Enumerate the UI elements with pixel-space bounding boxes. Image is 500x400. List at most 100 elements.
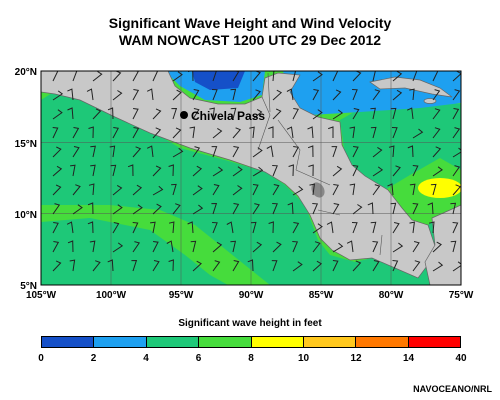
wind-barb: [152, 241, 159, 253]
wind-barb: [150, 221, 156, 234]
wind-barb: [307, 126, 314, 139]
wind-barb: [230, 107, 237, 120]
wind-barb: [107, 259, 114, 272]
wind-barb: [332, 184, 339, 196]
wind-barb: [390, 107, 397, 120]
wind-barb: [272, 184, 280, 196]
wind-barb: [432, 127, 441, 139]
wind-barb: [87, 221, 94, 234]
wind-barb: [152, 71, 159, 82]
wind-barb: [272, 165, 278, 177]
wind-barb: [332, 89, 342, 101]
wind-barb: [152, 127, 162, 139]
wind-barb: [352, 71, 362, 82]
wind-barb: [292, 108, 299, 120]
wind-barb: [52, 146, 62, 158]
wind-barb: [292, 241, 299, 253]
wind-barb: [86, 88, 94, 101]
wind-barb: [112, 222, 120, 234]
wind-barb: [352, 165, 359, 177]
wind-barb: [432, 146, 442, 158]
wind-barb: [309, 183, 315, 196]
wind-barb: [72, 127, 80, 139]
wind-barb: [287, 202, 294, 215]
wind-barb: [132, 222, 139, 234]
wind-barb: [52, 165, 63, 177]
wind-barb: [212, 166, 224, 177]
wind-barb: [411, 71, 418, 82]
wind-barb: [92, 260, 101, 272]
wind-barb: [252, 89, 261, 101]
wind-barb: [252, 108, 263, 120]
wind-barb: [52, 260, 62, 272]
wind-barb: [52, 241, 60, 253]
wind-barb: [352, 260, 362, 272]
wind-barb: [372, 89, 381, 101]
wind-barb: [230, 88, 237, 101]
wind-barb: [352, 108, 360, 120]
wind-barb: [372, 241, 379, 253]
wind-barb: [452, 147, 461, 158]
wind-barb: [69, 259, 76, 272]
wind-barb: [172, 71, 183, 82]
wind-barb: [252, 203, 260, 215]
wind-barb: [326, 221, 334, 234]
wind-barb: [190, 240, 197, 253]
wave-zone-8-10ft: [418, 178, 461, 198]
wind-barb: [192, 204, 204, 215]
wind-barb: [412, 128, 424, 139]
legend-tick-10: 10: [297, 353, 310, 364]
wind-barb: [132, 204, 143, 215]
wind-barb: [132, 89, 140, 101]
wind-barb: [152, 260, 160, 272]
wind-barb: [346, 240, 354, 253]
wind-barb: [87, 202, 94, 215]
wind-barb: [132, 127, 140, 139]
lat-label-20: 20°N: [15, 67, 37, 78]
wind-barb: [192, 260, 202, 272]
wind-barb: [132, 108, 139, 120]
legend-swatch-0: [42, 337, 95, 347]
wind-barb: [52, 184, 62, 196]
grid-lines: [41, 71, 461, 285]
wind-barb: [292, 185, 304, 196]
wind-barb: [407, 145, 414, 158]
wind-barb: [331, 146, 338, 158]
wind-barb: [372, 184, 381, 196]
lake-nicaragua: [311, 182, 325, 198]
wind-barb: [112, 204, 123, 215]
wind-barb: [152, 108, 162, 120]
wind-barb: [392, 222, 400, 234]
wind-barb: [432, 89, 441, 101]
wind-barb: [390, 202, 397, 215]
wind-barb: [412, 241, 420, 253]
land-jamaica: [423, 98, 437, 104]
wind-barb: [312, 71, 323, 82]
wind-barb: [269, 71, 275, 82]
wind-barb: [271, 260, 278, 272]
wind-barb: [432, 166, 443, 177]
wind-barb: [290, 71, 297, 82]
legend-tick-0: 0: [38, 353, 44, 364]
wind-barb: [232, 260, 240, 272]
wind-barb: [192, 89, 200, 101]
land-cuba: [369, 76, 453, 98]
wind-barb: [172, 147, 184, 158]
wind-barb: [432, 241, 442, 253]
chart-title: Significant Wave Height and Wind Velocit…: [108, 15, 392, 31]
wind-barb: [268, 221, 274, 234]
wind-barb: [252, 184, 259, 196]
wind-barb: [412, 165, 419, 177]
legend-tick-8: 8: [248, 353, 254, 364]
wind-barb: [452, 89, 461, 101]
wind-barb: [90, 145, 96, 158]
wind-barb: [52, 222, 59, 234]
wind-barb: [392, 89, 403, 101]
wind-barb: [112, 71, 122, 82]
wind-barb: [192, 165, 203, 177]
wind-barb: [232, 185, 243, 196]
wind-barb: [312, 241, 321, 253]
wind-barb: [232, 71, 240, 82]
legend-tick-12: 12: [350, 353, 362, 364]
legend-tick-14: 14: [402, 353, 415, 364]
